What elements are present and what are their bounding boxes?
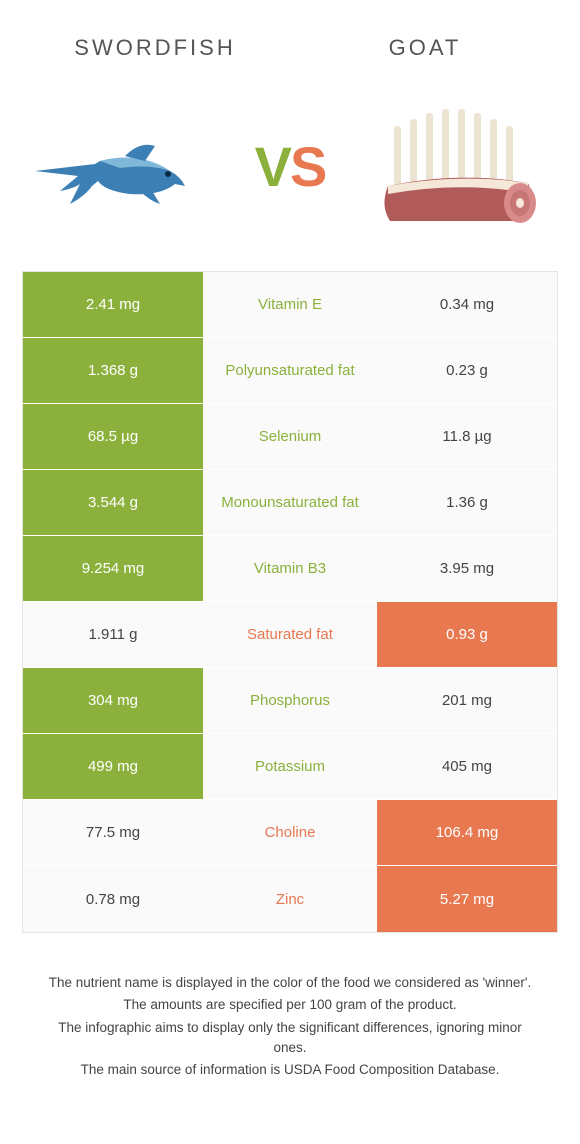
food-left-title: Swordfish <box>20 35 290 61</box>
food-right-title: Goat <box>290 35 560 61</box>
value-right: 201 mg <box>377 668 557 733</box>
table-row: 9.254 mgVitamin B33.95 mg <box>23 536 557 602</box>
value-left: 0.78 mg <box>23 866 203 932</box>
header: Swordfish Goat <box>0 0 580 71</box>
value-left: 77.5 mg <box>23 800 203 865</box>
images-row: VS <box>0 71 580 271</box>
nutrient-name: Saturated fat <box>203 602 377 667</box>
vs-v: V <box>255 135 290 198</box>
nutrient-name: Phosphorus <box>203 668 377 733</box>
value-left: 1.368 g <box>23 338 203 403</box>
nutrient-table: 2.41 mgVitamin E0.34 mg1.368 gPolyunsatu… <box>22 271 558 933</box>
footer-line-4: The main source of information is USDA F… <box>40 1060 540 1080</box>
nutrient-name: Potassium <box>203 734 377 799</box>
value-right: 3.95 mg <box>377 536 557 601</box>
nutrient-name: Selenium <box>203 404 377 469</box>
table-row: 68.5 µgSelenium11.8 µg <box>23 404 557 470</box>
goat-meat-icon <box>370 86 550 246</box>
table-row: 499 mgPotassium405 mg <box>23 734 557 800</box>
table-row: 3.544 gMonounsaturated fat1.36 g <box>23 470 557 536</box>
value-right: 106.4 mg <box>377 800 557 865</box>
value-left: 68.5 µg <box>23 404 203 469</box>
value-right: 11.8 µg <box>377 404 557 469</box>
value-left: 304 mg <box>23 668 203 733</box>
swordfish-icon <box>30 86 210 246</box>
value-left: 1.911 g <box>23 602 203 667</box>
footer-line-3: The infographic aims to display only the… <box>40 1018 540 1059</box>
table-row: 304 mgPhosphorus201 mg <box>23 668 557 734</box>
value-left: 3.544 g <box>23 470 203 535</box>
value-right: 0.23 g <box>377 338 557 403</box>
table-row: 1.911 gSaturated fat0.93 g <box>23 602 557 668</box>
vs-label: VS <box>255 134 326 199</box>
table-row: 0.78 mgZinc5.27 mg <box>23 866 557 932</box>
value-left: 499 mg <box>23 734 203 799</box>
table-row: 2.41 mgVitamin E0.34 mg <box>23 272 557 338</box>
vs-s: S <box>290 135 325 198</box>
value-right: 0.93 g <box>377 602 557 667</box>
nutrient-name: Choline <box>203 800 377 865</box>
value-left: 2.41 mg <box>23 272 203 337</box>
footer-line-1: The nutrient name is displayed in the co… <box>40 973 540 993</box>
table-row: 77.5 mgCholine106.4 mg <box>23 800 557 866</box>
value-right: 0.34 mg <box>377 272 557 337</box>
nutrient-name: Zinc <box>203 866 377 932</box>
nutrient-name: Monounsaturated fat <box>203 470 377 535</box>
value-right: 1.36 g <box>377 470 557 535</box>
value-left: 9.254 mg <box>23 536 203 601</box>
value-right: 405 mg <box>377 734 557 799</box>
value-right: 5.27 mg <box>377 866 557 932</box>
footer-notes: The nutrient name is displayed in the co… <box>0 933 580 1080</box>
nutrient-name: Vitamin E <box>203 272 377 337</box>
table-row: 1.368 gPolyunsaturated fat0.23 g <box>23 338 557 404</box>
footer-line-2: The amounts are specified per 100 gram o… <box>40 995 540 1015</box>
nutrient-name: Vitamin B3 <box>203 536 377 601</box>
nutrient-name: Polyunsaturated fat <box>203 338 377 403</box>
